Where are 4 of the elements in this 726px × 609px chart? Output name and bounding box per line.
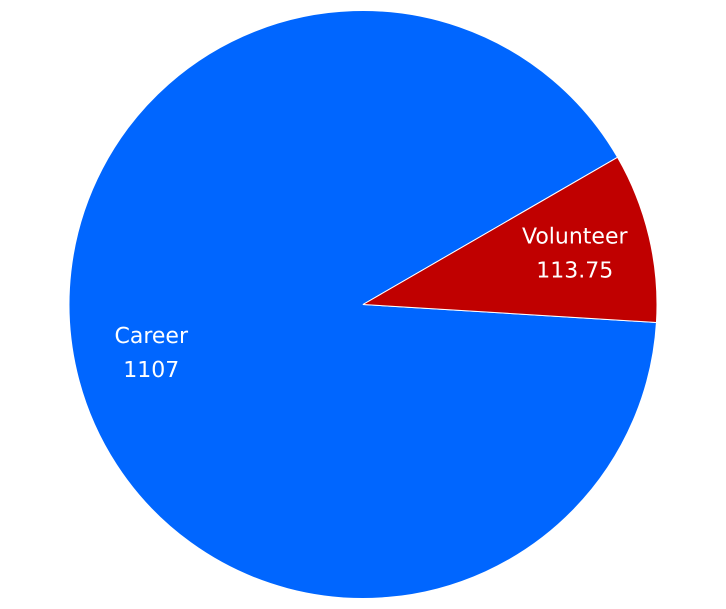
slice-label: Career <box>114 324 189 350</box>
data-label: 113.75 <box>536 258 614 284</box>
data-label: 1107 <box>123 358 180 384</box>
slice-label: Volunteer <box>522 224 628 250</box>
